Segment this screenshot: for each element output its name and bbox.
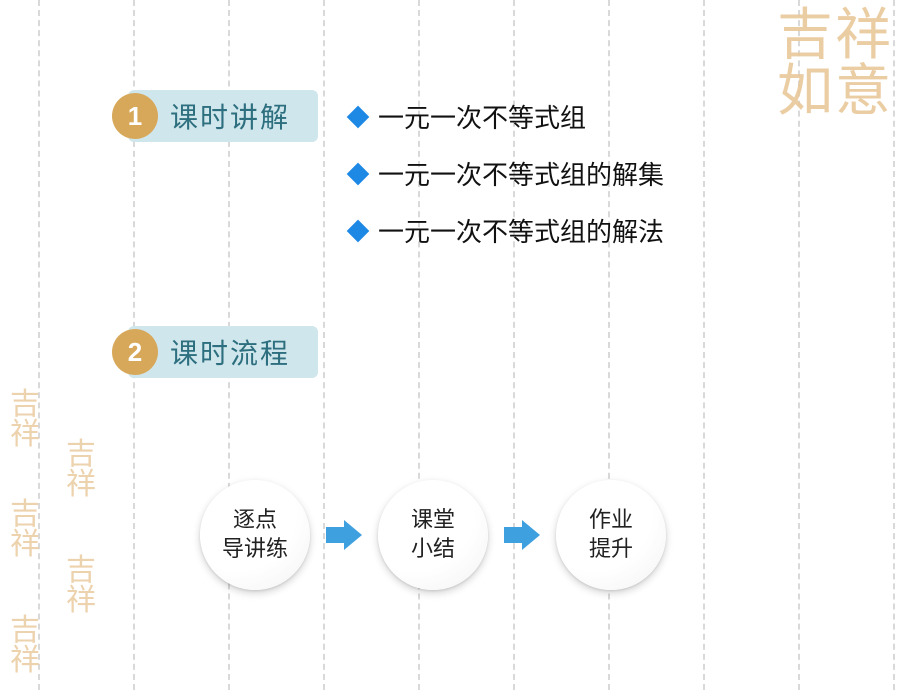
bullet-item: 一元一次不等式组	[350, 98, 664, 135]
section-number-badge: 1	[112, 93, 158, 139]
section-header-1: 1 课时讲解	[112, 90, 318, 142]
section-header-2: 2 课时流程	[112, 326, 318, 378]
bullet-text: 一元一次不等式组的解集	[378, 155, 664, 192]
flow-node: 逐点 导讲练	[200, 480, 310, 590]
flow-node: 作业 提升	[556, 480, 666, 590]
bullet-text: 一元一次不等式组的解法	[378, 212, 664, 249]
flow-node-line1: 课堂	[411, 507, 455, 532]
bullet-text: 一元一次不等式组	[378, 98, 586, 135]
flow-node-line1: 作业	[589, 507, 633, 532]
bullet-item: 一元一次不等式组的解法	[350, 212, 664, 249]
diamond-icon	[347, 219, 370, 242]
arrow-icon	[326, 520, 362, 550]
seal-decoration-small: 吉祥	[2, 390, 48, 450]
section-number-badge: 2	[112, 329, 158, 375]
flow-row: 逐点 导讲练 课堂 小结 作业 提升	[200, 480, 666, 590]
flow-node-line2: 小结	[411, 536, 455, 561]
seal-decoration-large: 吉祥如意	[750, 8, 920, 120]
flow-node-line2: 导讲练	[222, 536, 288, 561]
flow-node-line1: 逐点	[233, 507, 277, 532]
diamond-icon	[347, 105, 370, 128]
arrow-icon	[504, 520, 540, 550]
seal-decoration-small: 吉祥	[2, 500, 48, 560]
seal-decoration-small: 吉祥	[58, 440, 104, 500]
bullet-list: 一元一次不等式组 一元一次不等式组的解集 一元一次不等式组的解法	[350, 98, 664, 269]
seal-decoration-small: 吉祥	[2, 616, 48, 676]
diamond-icon	[347, 162, 370, 185]
bullet-item: 一元一次不等式组的解集	[350, 155, 664, 192]
seal-decoration-small: 吉祥	[58, 556, 104, 616]
flow-node: 课堂 小结	[378, 480, 488, 590]
flow-node-line2: 提升	[589, 536, 633, 561]
